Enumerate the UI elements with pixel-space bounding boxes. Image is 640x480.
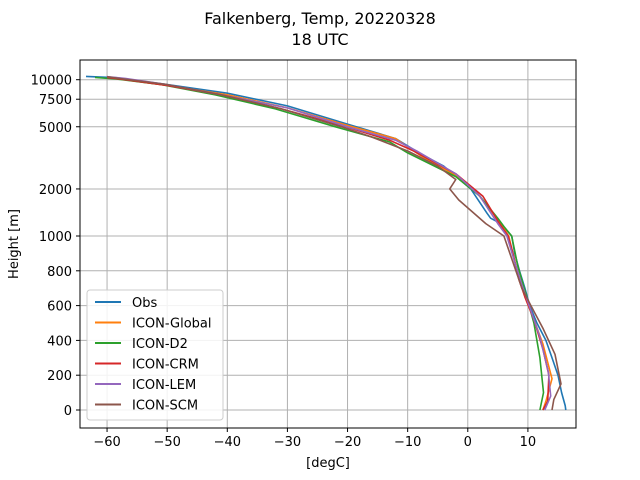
series-lines <box>85 75 567 411</box>
y-tick-label: 5000 <box>39 121 72 136</box>
y-tick-label: 7500 <box>39 93 72 108</box>
plot-frame <box>79 59 577 429</box>
y-axis-label: Height [m] <box>7 209 22 279</box>
legend-label: ICON-Global <box>132 317 212 332</box>
legend: Obs ICON-Global ICON-D2 ICON-CRM ICON-LEM ICO… <box>86 289 224 421</box>
x-tick-label: −60 <box>93 435 120 450</box>
x-tick-label: −50 <box>153 435 180 450</box>
legend-label: ICON-LEM <box>132 378 196 393</box>
y-tick-label: 400 <box>47 334 72 349</box>
legend-label: Obs <box>132 296 157 311</box>
legend-label: ICON-D2 <box>132 337 188 352</box>
y-tick-label: 10000 <box>31 74 72 89</box>
chart-subtitle: 18 UTC <box>291 30 348 49</box>
x-tick-label: −40 <box>214 435 241 450</box>
y-tick-label: 0 <box>64 404 72 419</box>
chart-title: Falkenberg, Temp, 20220328 <box>204 9 436 28</box>
y-tick-label: 800 <box>47 265 72 280</box>
x-tick-label: 0 <box>464 435 472 450</box>
y-tick-label: 1000 <box>39 230 72 245</box>
y-tick-label: 200 <box>47 369 72 384</box>
series-line-icon-scm <box>106 75 562 411</box>
y-tick-label: 600 <box>47 300 72 315</box>
ticks: −60 −50 −40 −30 −20 −10 0 100200400600800100020… <box>31 74 537 450</box>
x-tick-label: −10 <box>394 435 421 450</box>
legend-label: ICON-SCM <box>132 399 198 414</box>
y-tick-label: 2000 <box>39 183 72 198</box>
x-tick-label: 10 <box>520 435 537 450</box>
x-axis-label: [degC] <box>306 456 350 471</box>
x-tick-label: −30 <box>274 435 301 450</box>
x-tick-label: −20 <box>334 435 361 450</box>
legend-label: ICON-CRM <box>132 358 199 373</box>
